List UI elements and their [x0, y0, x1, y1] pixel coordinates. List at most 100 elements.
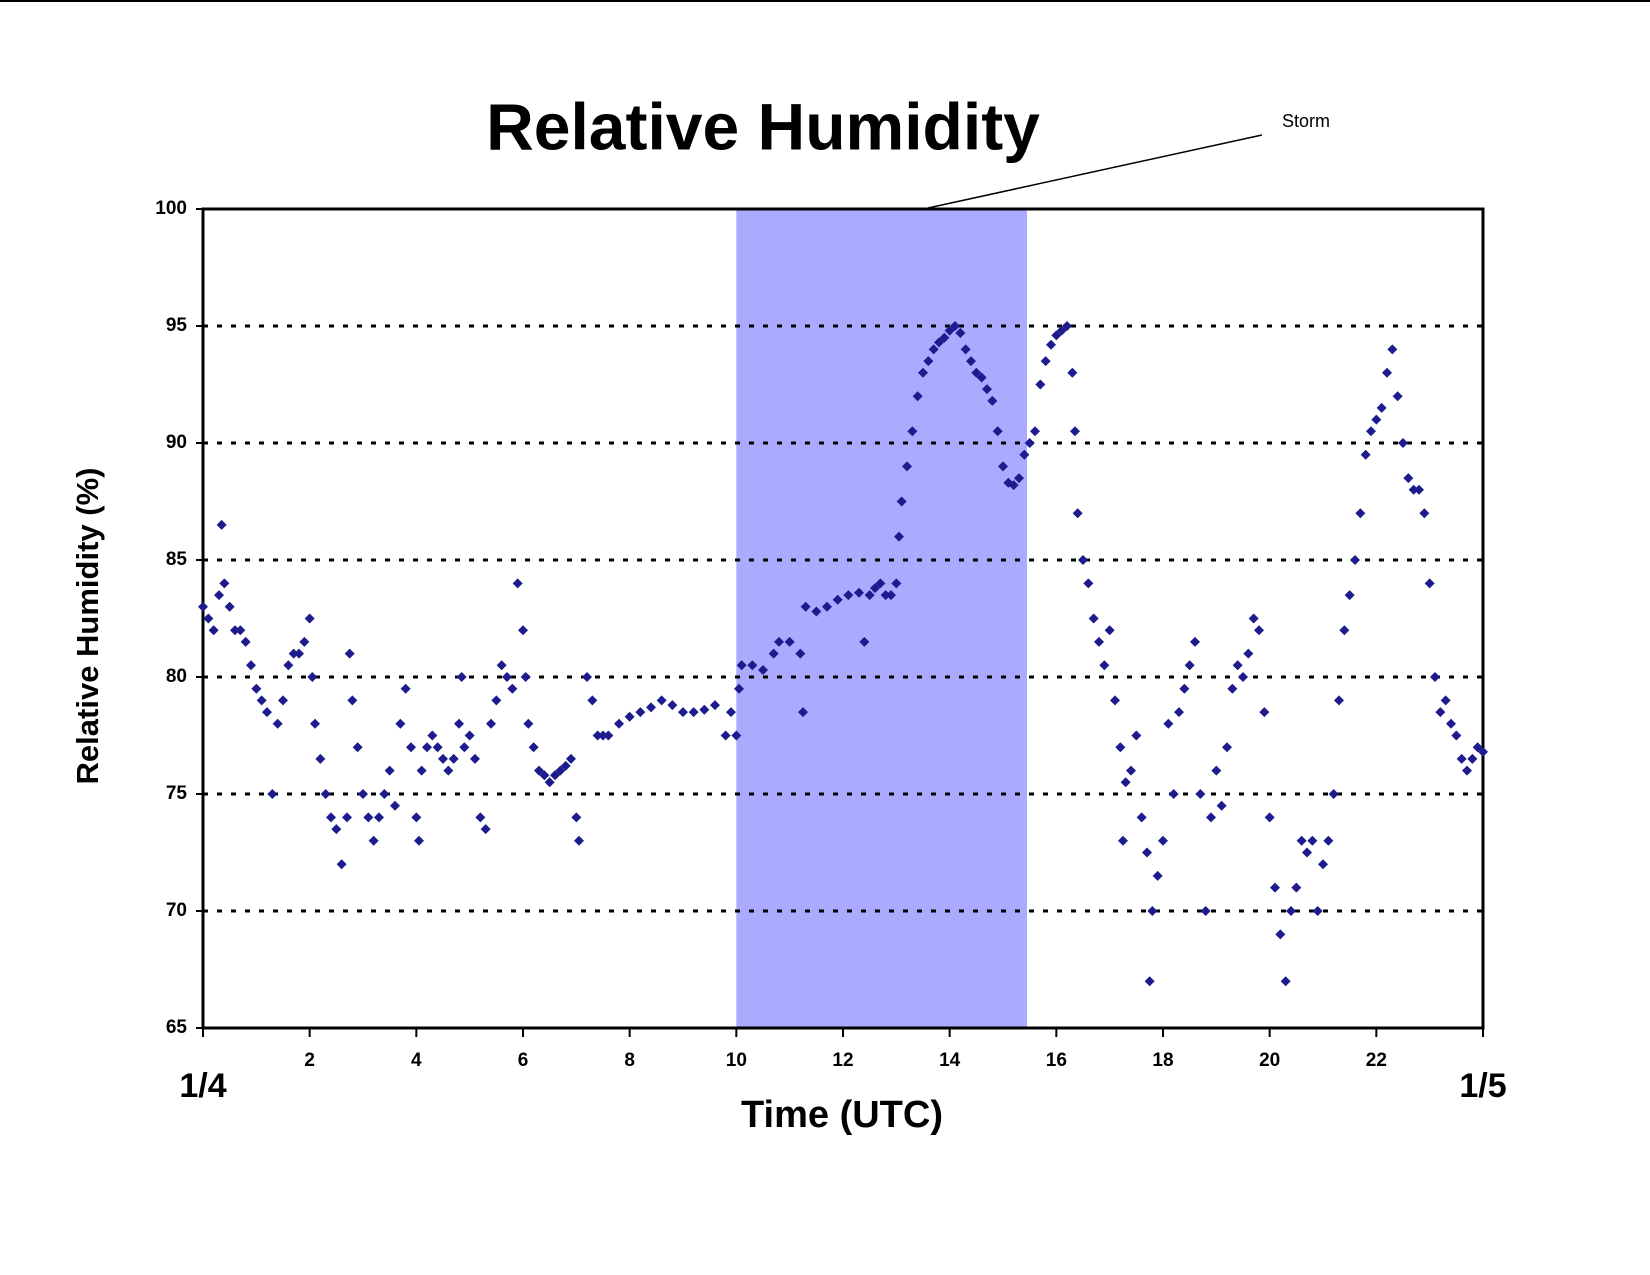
data-point	[1144, 976, 1155, 987]
data-point	[971, 367, 982, 378]
data-point	[456, 672, 467, 682]
data-point	[326, 812, 336, 823]
data-point	[464, 730, 475, 741]
data-point	[344, 648, 355, 659]
data-point	[1264, 812, 1275, 823]
data-point	[550, 770, 560, 781]
data-point	[1118, 835, 1128, 846]
data-point	[1083, 578, 1094, 589]
data-point	[384, 765, 395, 776]
data-point	[1307, 835, 1318, 846]
data-point	[507, 683, 518, 694]
data-point	[1344, 590, 1355, 601]
data-point	[1216, 800, 1227, 811]
data-point	[726, 707, 736, 718]
y-tick-label: 70	[166, 900, 187, 921]
data-point	[955, 328, 966, 339]
data-point	[1243, 648, 1254, 659]
data-point	[443, 765, 454, 776]
data-point	[1430, 672, 1440, 682]
x-tick-label: 8	[624, 1050, 635, 1071]
data-point	[886, 590, 896, 601]
data-point	[1008, 480, 1019, 491]
data-point	[1318, 859, 1328, 870]
data-point	[1184, 660, 1195, 671]
data-point	[1115, 742, 1126, 753]
data-point	[592, 730, 603, 741]
data-point	[475, 812, 486, 823]
data-point	[1424, 578, 1435, 589]
data-point	[331, 824, 342, 835]
data-point	[1070, 426, 1080, 437]
data-point	[656, 695, 667, 706]
data-point	[875, 578, 886, 589]
data-point	[294, 648, 304, 659]
data-point	[1062, 321, 1072, 331]
y-tick-label: 80	[166, 666, 187, 687]
data-point	[1136, 812, 1147, 823]
data-point	[1142, 847, 1152, 858]
data-point	[1163, 718, 1174, 729]
data-point	[216, 519, 227, 530]
data-point	[1248, 613, 1259, 624]
data-point	[491, 695, 502, 706]
data-point	[1296, 835, 1307, 846]
data-point	[1067, 367, 1078, 378]
y-tick-label: 65	[166, 1017, 188, 1038]
data-point	[1254, 625, 1264, 636]
data-point	[843, 590, 854, 601]
annotation-leader	[927, 134, 1263, 209]
data-point	[710, 700, 720, 711]
data-point	[518, 625, 528, 636]
data-point	[1019, 449, 1030, 460]
data-point	[342, 812, 352, 823]
data-point	[352, 742, 363, 753]
data-point	[310, 718, 320, 729]
data-point	[1211, 765, 1222, 776]
data-point	[480, 824, 491, 835]
data-point	[758, 664, 768, 675]
data-point	[1035, 379, 1046, 390]
data-point	[912, 391, 923, 402]
data-point	[1286, 906, 1296, 916]
data-point	[459, 742, 470, 753]
data-point	[470, 753, 480, 764]
data-point	[414, 835, 424, 846]
x-tick-label: 1/4	[179, 1067, 226, 1105]
x-tick-label: 6	[518, 1050, 529, 1071]
data-point	[1280, 976, 1291, 987]
data-point	[198, 601, 208, 612]
data-point	[1099, 660, 1110, 671]
y-tick-label: 95	[166, 315, 188, 336]
data-point	[1478, 746, 1488, 757]
annotation: Storm	[1282, 111, 1330, 131]
data-point	[1168, 789, 1179, 799]
y-tick-label: 90	[166, 432, 187, 453]
data-point	[635, 707, 646, 718]
data-point	[454, 718, 464, 729]
data-point	[1291, 882, 1302, 893]
data-point	[1467, 753, 1478, 764]
data-point	[731, 730, 742, 741]
data-point	[1456, 753, 1467, 764]
data-point	[1147, 906, 1158, 916]
data-point	[246, 660, 256, 671]
data-point	[603, 730, 614, 741]
data-point	[502, 672, 512, 682]
data-point	[688, 707, 699, 718]
data-point	[1360, 449, 1371, 460]
data-point	[1238, 672, 1248, 682]
data-point	[598, 730, 608, 741]
chart-title: Relative Humidity	[486, 89, 1040, 163]
data-point	[774, 636, 784, 647]
data-point	[315, 753, 326, 764]
data-point	[678, 707, 688, 718]
x-tick-label: 1/5	[1459, 1067, 1506, 1105]
data-point	[304, 613, 315, 624]
data-point	[528, 742, 539, 753]
data-point	[891, 578, 902, 589]
data-point	[571, 812, 582, 823]
data-point	[1312, 906, 1323, 916]
data-point	[358, 789, 368, 799]
data-point	[520, 672, 531, 682]
